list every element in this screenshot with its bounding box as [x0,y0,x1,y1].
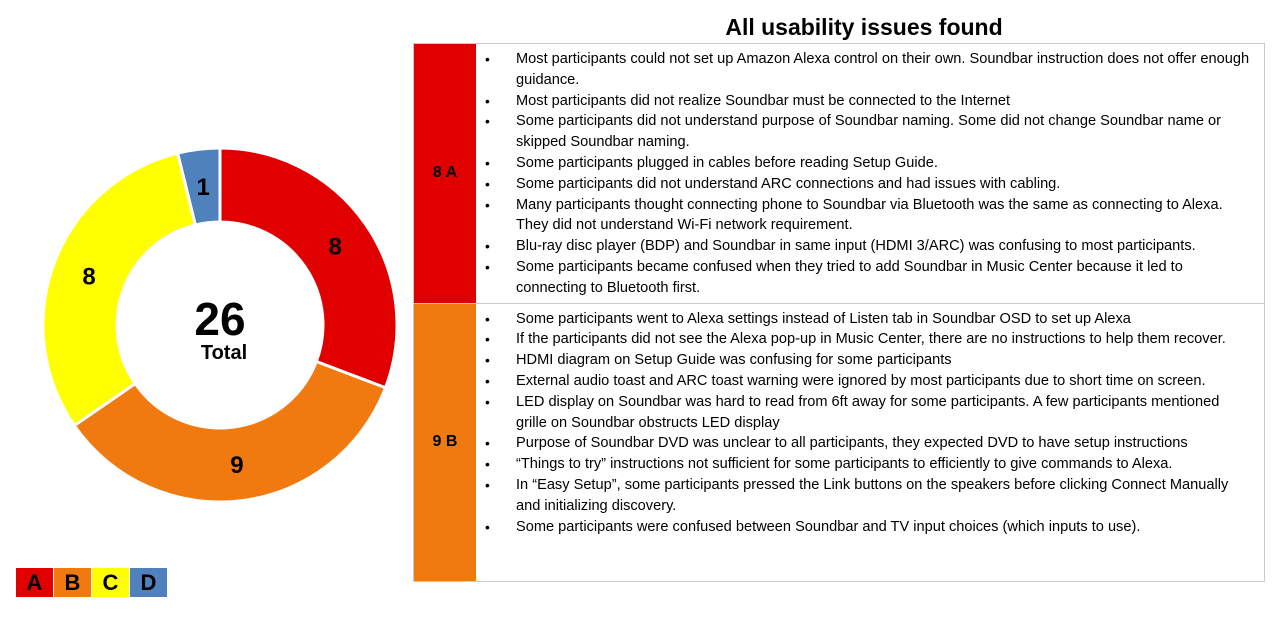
group-label: 8 A [414,44,476,303]
issue-item: Purpose of Soundbar DVD was unclear to a… [476,433,1252,454]
donut-slice-labels: 8 9 8 1 [82,174,341,479]
issue-item: Some participants did not understand pur… [476,111,1252,153]
donut-chart: 8 9 8 1 26 Total [41,146,399,504]
issue-item: Some participants went to Alexa settings… [476,309,1252,330]
group-label: 9 B [414,303,476,581]
issue-group: 8 AMost participants could not set up Am… [414,44,1264,303]
legend-item-B: B [54,568,91,597]
donut-slice-B [72,359,388,504]
issue-item: If the participants did not see the Alex… [476,329,1252,350]
issue-item: Blu-ray disc player (BDP) and Soundbar i… [476,236,1252,257]
total-value: 26 [194,293,245,345]
issue-item: Most participants did not realize Soundb… [476,91,1252,112]
page-title: All usability issues found [725,14,1003,40]
issue-item: External audio toast and ARC toast warni… [476,371,1252,392]
donut-slices [41,146,399,504]
issue-item: HDMI diagram on Setup Guide was confusin… [476,350,1252,371]
issue-item: In “Easy Setup”, some participants press… [476,475,1252,517]
slice-value-label-C: 8 [82,263,95,290]
slice-value-label-D: 1 [196,174,209,201]
issue-list: Most participants could not set up Amazo… [476,44,1264,303]
donut-slice-C [41,151,198,428]
issue-item: LED display on Soundbar was hard to read… [476,392,1252,434]
issue-table: 8 AMost participants could not set up Am… [413,43,1265,582]
issue-item: Some participants were confused between … [476,517,1252,538]
issue-item: “Things to try” instructions not suffici… [476,454,1252,475]
issue-group: 9 BSome participants went to Alexa setti… [414,302,1264,581]
donut-slice-A [218,146,399,390]
slice-value-label-A: 8 [329,233,342,260]
issue-item: Most participants could not set up Amazo… [476,49,1252,91]
donut-slice-D [175,146,222,227]
slice-value-label-B: 9 [230,452,243,479]
issue-list: Some participants went to Alexa settings… [476,304,1264,581]
total-label: Total [201,342,247,364]
legend-item-D: D [130,568,167,597]
issue-item: Some participants plugged in cables befo… [476,153,1252,174]
legend-item-C: C [92,568,129,597]
issue-item: Many participants thought connecting pho… [476,195,1252,237]
issue-item: Some participants did not understand ARC… [476,174,1252,195]
issue-item: Some participants became confused when t… [476,257,1252,299]
legend-item-A: A [16,568,53,597]
